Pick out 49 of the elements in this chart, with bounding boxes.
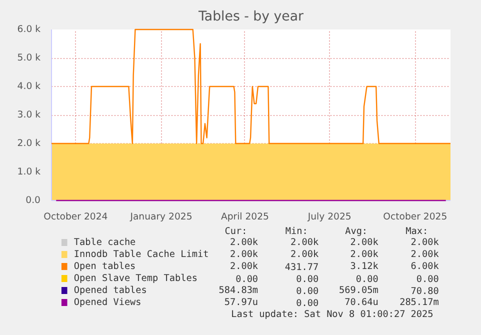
line-series [50,28,452,144]
text: 2.00k [350,237,379,248]
text: 0.00 [356,274,379,285]
text: Avg: [345,226,368,237]
text: 6.00k [410,261,440,272]
y-tick-label: 4.0 k [17,81,42,92]
y-tick-label: 5.0 k [17,52,42,64]
legend-label: Open Slave Temp Tables [74,273,198,284]
text: 2.00k [230,249,258,260]
x-tick-label: July 2025 [306,212,352,222]
x-tick-label: January 2025 [129,212,192,222]
chart-title: Tables - by year [197,10,304,24]
y-tick-label: 1.0 k [17,166,42,178]
text: 2.00k [410,237,440,248]
text: 0.00 [296,274,319,285]
legend-label: Open tables [74,261,136,272]
text: 70.80 [410,286,440,297]
text: 2.00k [230,261,258,272]
text: 569.05m [339,285,379,296]
text: 0.00 [296,286,319,297]
y-tick-label: 6.0 k [17,24,42,35]
text: 70.64u [344,297,378,308]
y-tick-label: 2.0 k [17,138,42,149]
text: Min: [285,226,308,237]
legend-label: Opened tables [74,285,147,296]
text: Max: [406,226,428,237]
text: 0.00 [296,298,319,309]
legend-label: Opened Views [74,297,142,308]
text: 2.00k [290,237,319,248]
text: 3.12k [350,261,379,272]
text: 0.00 [236,274,258,285]
x-tick-label: April 2025 [220,212,270,222]
text: 2.00k [410,249,440,260]
x-tick-label: October 2025 [383,212,448,222]
text: 2.00k [230,237,258,248]
text: 57.97u [224,297,258,308]
text: Last update: Sat Nov 8 01:00:27 2025 [231,309,434,320]
text: 584.83m [218,285,258,296]
y-tick-label: 0.0 [26,195,41,206]
text: 2.00k [290,249,319,260]
text: 285.17m [400,297,440,308]
text: 431.77 [284,262,319,273]
legend-label: Table cache [74,237,136,248]
y-tick-label: 3.0 k [17,110,42,120]
text: 0.00 [416,274,440,285]
text: 2.00k [350,249,379,260]
x-tick-label: October 2024 [44,212,108,222]
legend-label: Innodb Table Cache Limit [74,249,209,260]
text: Cur: [224,226,248,237]
